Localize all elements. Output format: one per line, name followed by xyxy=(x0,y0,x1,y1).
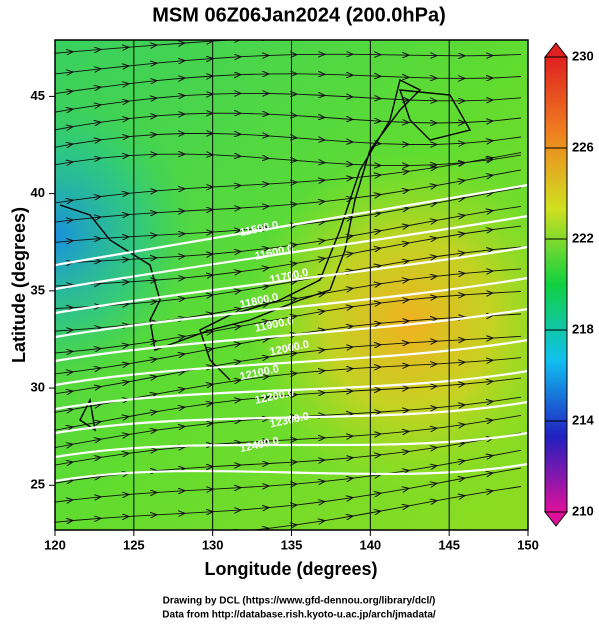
colorbar-body xyxy=(544,56,568,513)
streamline xyxy=(55,74,522,95)
y-axis-label: Latitude (degrees) xyxy=(9,207,29,363)
colorbar-tick-label: 218 xyxy=(572,321,594,336)
x-tick-label: 140 xyxy=(359,537,381,552)
streamline xyxy=(45,486,522,530)
streamline xyxy=(55,134,522,150)
plot-area: 11500.011600.011700.011800.011900.012000… xyxy=(45,40,528,530)
x-axis-label: Longitude (degrees) xyxy=(204,559,377,579)
colorbar-tick-label: 230 xyxy=(572,48,594,63)
colorbar-tick-label: 214 xyxy=(572,412,594,427)
footer-line: Drawing by DCL (https://www.gfd-dennou.o… xyxy=(163,596,436,607)
y-tick-label: 45 xyxy=(31,88,45,103)
colorbar-tick-label: 210 xyxy=(572,503,594,518)
x-tick-label: 150 xyxy=(517,537,539,552)
colorbar-tick-label: 226 xyxy=(572,139,594,154)
colorbar-tick-label: 222 xyxy=(572,230,594,245)
x-tick-label: 135 xyxy=(281,537,303,552)
x-tick-label: 120 xyxy=(44,537,66,552)
x-tick-label: 130 xyxy=(202,537,224,552)
y-tick-label: 25 xyxy=(31,477,45,492)
colorbar: 210 214 218 222 226 230 xyxy=(543,42,594,527)
streamline xyxy=(55,93,522,113)
y-tick-label: 30 xyxy=(31,379,45,394)
streamline xyxy=(55,54,522,75)
x-tick-label: 125 xyxy=(123,537,145,552)
y-tick-label: 35 xyxy=(31,282,45,297)
x-tick-label: 145 xyxy=(438,537,460,552)
streamline xyxy=(55,113,522,132)
colorbar-min xyxy=(543,511,569,527)
chart-title: MSM 06Z06Jan2024 (200.0hPa) xyxy=(152,4,446,26)
streamline xyxy=(55,40,521,54)
footer-line: Data from http://database.rish.kyoto-u.a… xyxy=(162,610,436,621)
y-tick-label: 40 xyxy=(31,185,45,200)
colorbar-max xyxy=(543,42,569,58)
